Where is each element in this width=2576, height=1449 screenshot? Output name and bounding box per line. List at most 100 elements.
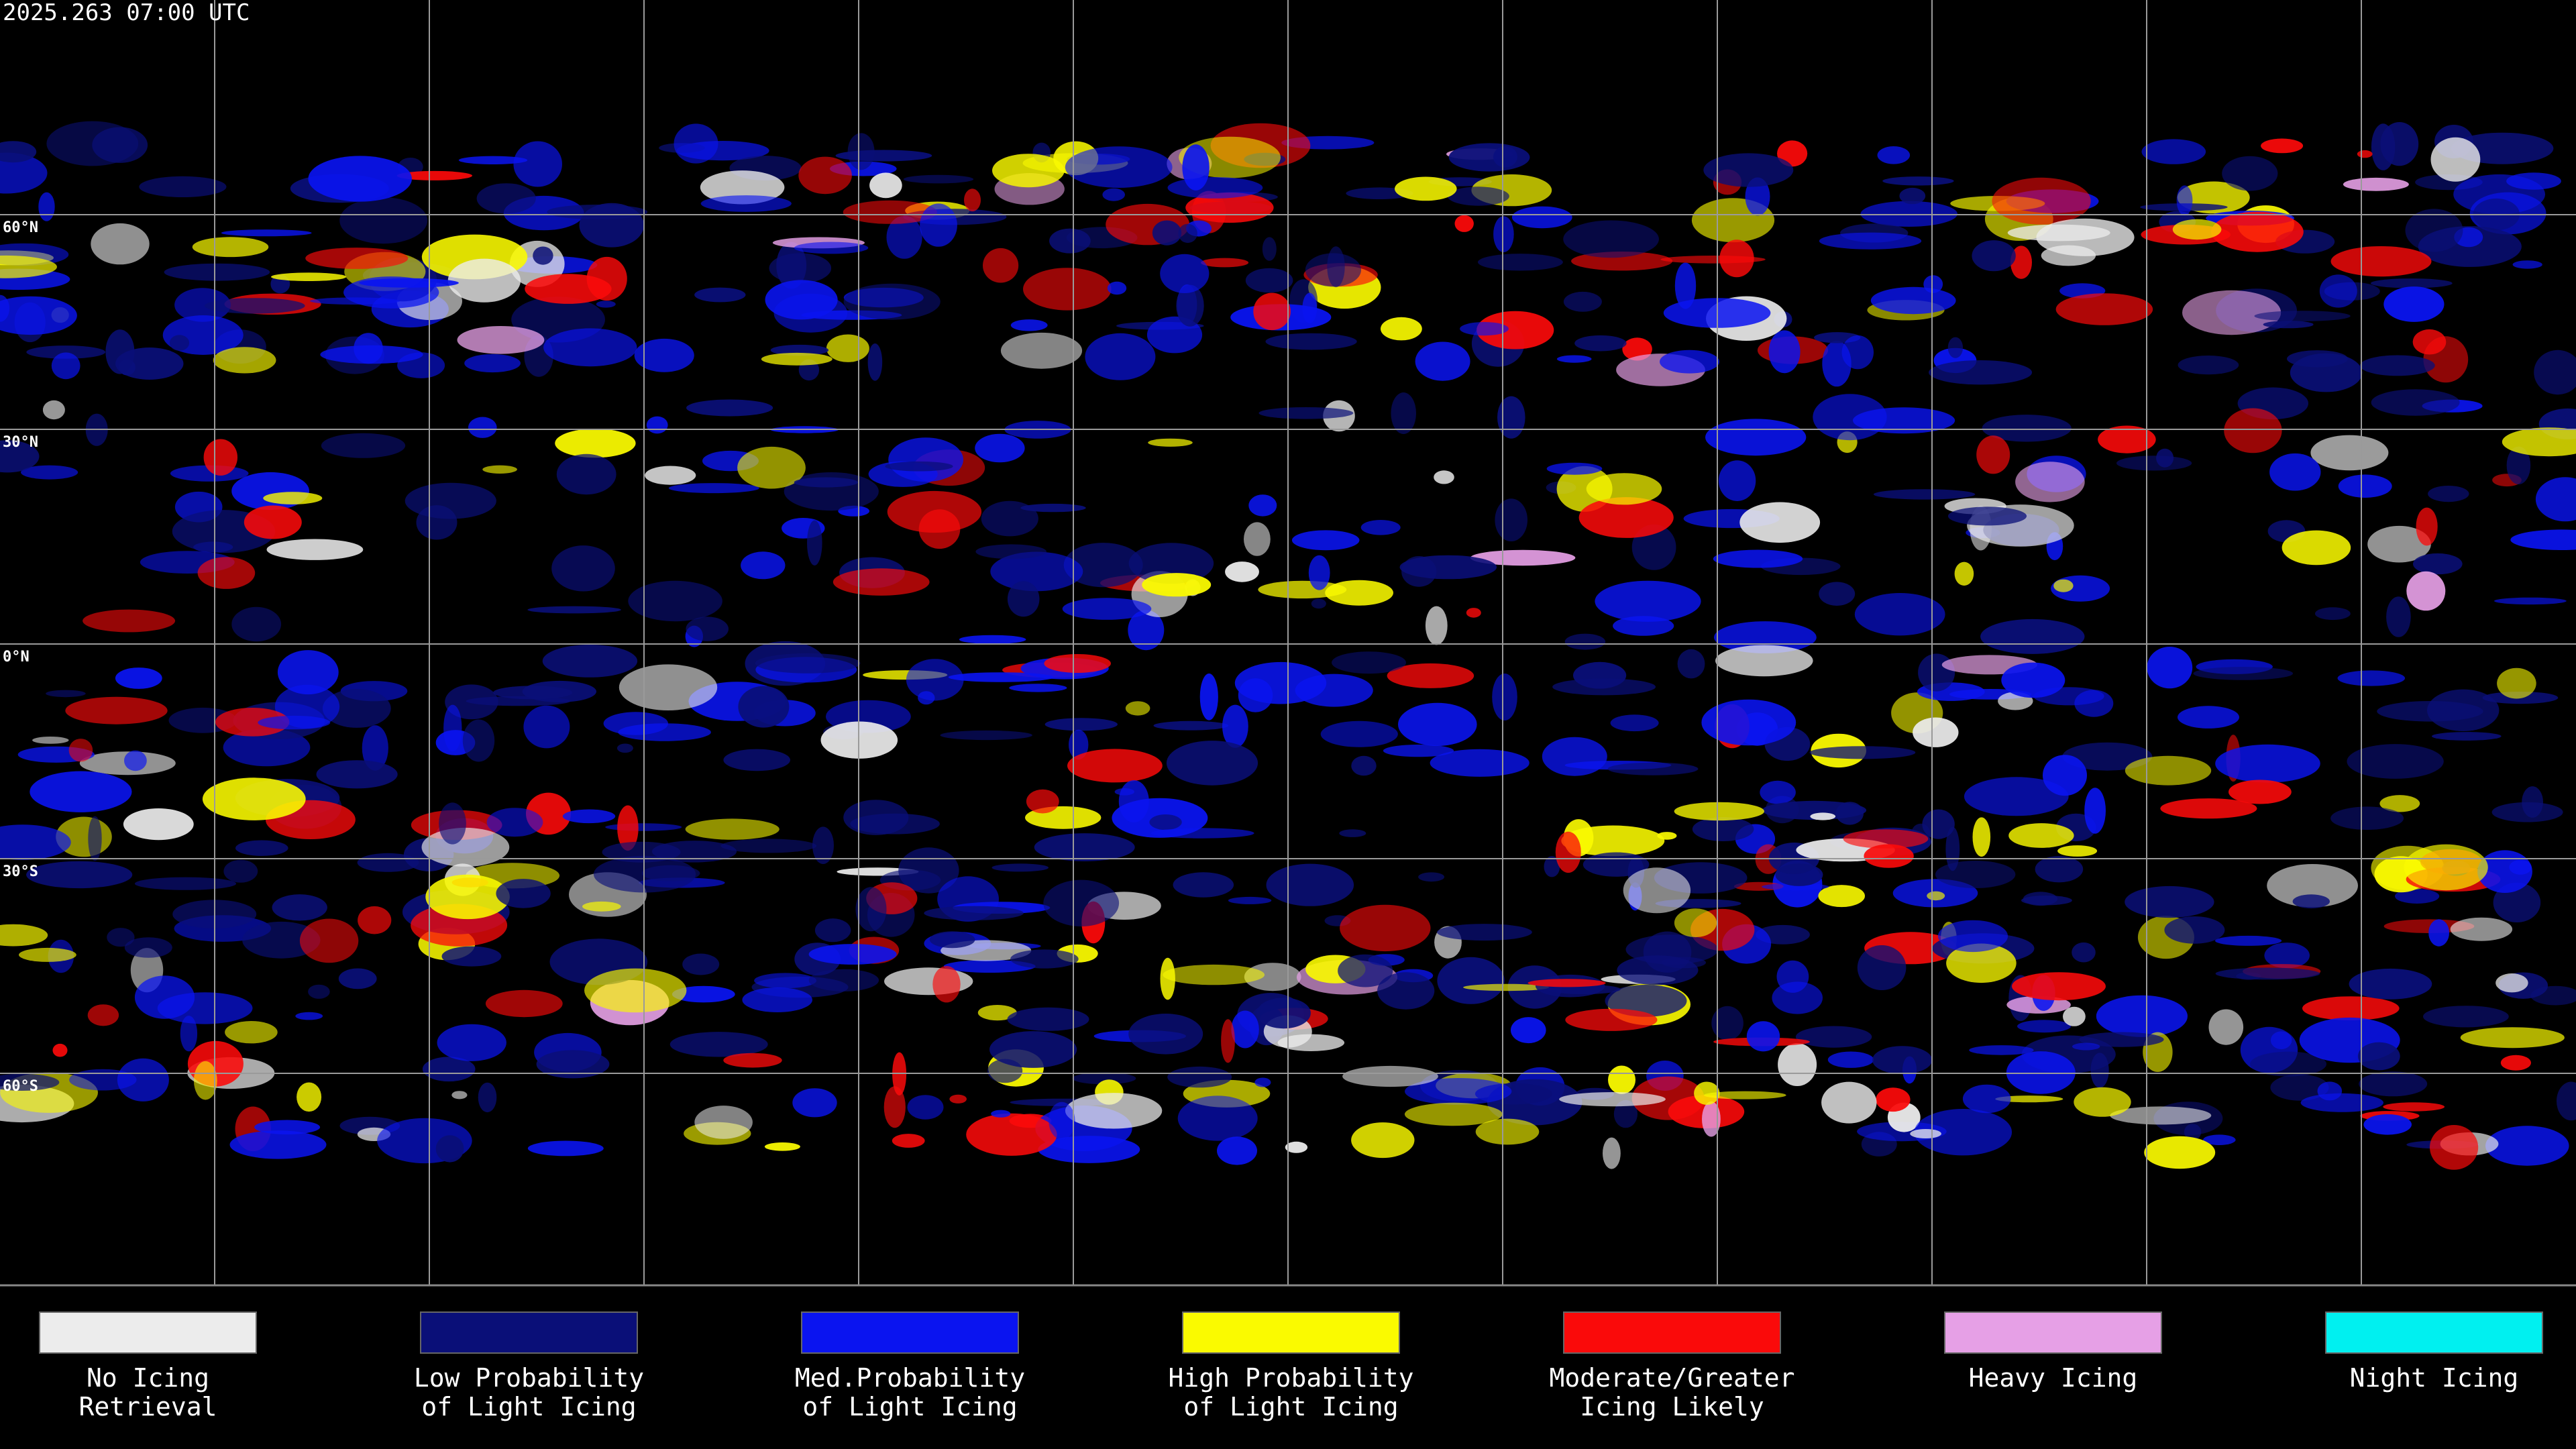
- cloud-patch: [523, 705, 570, 749]
- cloud-patch: [1972, 817, 1991, 857]
- cloud-patch: [1285, 1141, 1308, 1153]
- cloud-patch: [1980, 619, 2085, 654]
- cloud-patch: [1714, 621, 1817, 653]
- cloud-patch: [447, 258, 521, 303]
- cloud-patch: [1746, 1021, 1780, 1052]
- legend-swatch: [39, 1311, 257, 1354]
- cloud-patch: [977, 1005, 1017, 1021]
- cloud-patch: [1564, 633, 1606, 650]
- cloud-patch: [1692, 817, 1754, 841]
- cloud-patch: [357, 853, 419, 872]
- cloud-patch: [1062, 598, 1152, 620]
- cloud-patch: [1447, 186, 1509, 206]
- cloud-patch: [2164, 916, 2225, 944]
- cloud-patch: [0, 440, 40, 473]
- cloud-patch: [1466, 608, 1481, 618]
- cloud-patch: [2208, 1009, 2244, 1045]
- cloud-patch: [2506, 172, 2561, 190]
- cloud-patch: [1972, 240, 2016, 272]
- cloud-patch: [2430, 1125, 2479, 1170]
- cloud-patch: [694, 1106, 753, 1139]
- cloud-patch: [2343, 177, 2409, 191]
- cloud-patch: [596, 301, 616, 308]
- cloud-patch: [92, 127, 148, 163]
- cloud-patch: [686, 616, 729, 641]
- cloud-patch: [1072, 1072, 1136, 1085]
- cloud-patch: [1899, 187, 1926, 205]
- cloud-patch: [396, 170, 472, 180]
- cloud-patch: [1819, 232, 1922, 250]
- cloud-patch: [2405, 209, 2463, 252]
- cloud-patch: [1160, 254, 1210, 293]
- cloud-patch: [1067, 749, 1163, 783]
- cloud-patch: [1305, 253, 1361, 287]
- cloud-patch: [1976, 435, 2010, 474]
- cloud-patch: [1935, 861, 2016, 888]
- cloud-patch: [1870, 286, 1956, 315]
- legend-swatch: [801, 1311, 1019, 1354]
- cloud-patch: [2330, 246, 2432, 277]
- cloud-patch: [2178, 706, 2239, 729]
- cloud-patch: [700, 195, 792, 212]
- cloud-patch: [42, 400, 65, 420]
- cloud-patch: [814, 918, 851, 943]
- cloud-patch: [883, 1086, 906, 1128]
- cloud-patch: [932, 966, 961, 1003]
- cloud-patch: [2250, 1051, 2327, 1077]
- cloud-patch: [513, 141, 562, 187]
- cloud-patch: [812, 826, 834, 864]
- cloud-patch: [983, 248, 1019, 283]
- cloud-patch: [1166, 741, 1258, 786]
- cloud-patch: [359, 278, 459, 288]
- cloud-patch: [0, 255, 57, 278]
- cloud-patch: [1173, 872, 1234, 898]
- cloud-patch: [19, 947, 76, 962]
- cloud-patch: [0, 296, 77, 335]
- cloud-patch: [422, 1057, 476, 1082]
- cloud-patch: [948, 672, 1054, 682]
- cloud-patch: [2215, 967, 2320, 980]
- cloud-patch: [32, 737, 69, 744]
- cloud-patch: [2096, 995, 2188, 1037]
- cloud-patch: [1448, 143, 1530, 172]
- cloud-patch: [1877, 146, 1911, 164]
- cloud-patch: [2267, 864, 2359, 908]
- cloud-patch: [425, 874, 510, 920]
- cloud-patch: [1163, 964, 1265, 985]
- cloud-patch: [1262, 237, 1277, 261]
- cloud-patch: [1617, 955, 1699, 985]
- cloud-patch: [892, 1134, 925, 1148]
- cloud-patch: [1383, 744, 1454, 757]
- cloud-patch: [263, 492, 323, 504]
- cloud-patch: [1492, 674, 1517, 720]
- cloud-patch: [174, 288, 231, 322]
- cloud-patch: [542, 645, 638, 678]
- latitude-label: 0°N: [3, 649, 30, 665]
- cloud-patch: [990, 551, 1083, 592]
- cloud-patch: [1657, 832, 1677, 840]
- cloud-patch: [1085, 333, 1156, 380]
- cloud-patch: [906, 659, 964, 701]
- cloud-patch: [1178, 223, 1197, 244]
- cloud-patch: [1026, 789, 1059, 814]
- cloud-patch: [451, 1091, 468, 1099]
- cloud-patch: [1399, 555, 1497, 580]
- cloud-patch: [0, 152, 48, 194]
- cloud-patch: [991, 1110, 1011, 1118]
- cloud-patch: [940, 730, 1032, 741]
- cloud-patch: [2310, 435, 2389, 471]
- latitude-label: 30°S: [3, 863, 38, 880]
- cloud-patch: [2147, 647, 2193, 689]
- cloud-patch: [2357, 150, 2373, 158]
- cloud-patch: [2110, 1106, 2212, 1125]
- cloud-patch: [533, 246, 553, 265]
- cloud-patch: [2292, 894, 2330, 909]
- cloud-patch: [645, 466, 696, 485]
- cloud-patch: [723, 1053, 782, 1068]
- cloud-patch: [1470, 549, 1576, 566]
- cloud-patch: [1201, 258, 1249, 268]
- cloud-patch: [1827, 1051, 1874, 1068]
- cloud-patch: [1007, 581, 1040, 617]
- cloud-patch: [2359, 1071, 2428, 1097]
- cloud-patch: [964, 189, 981, 212]
